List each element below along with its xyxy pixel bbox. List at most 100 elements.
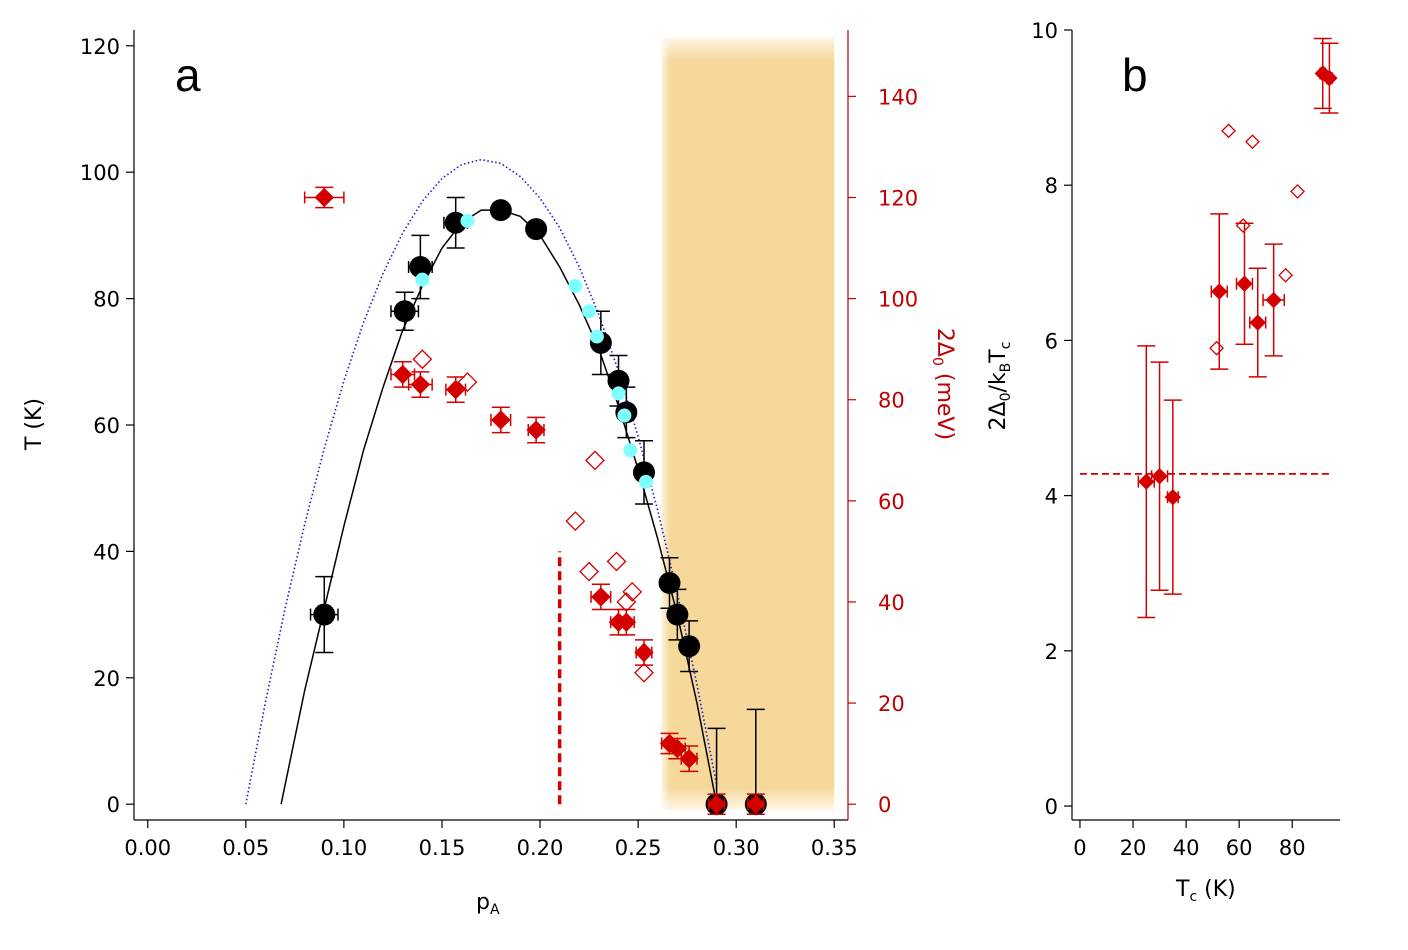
black-fit-curve [280, 209, 718, 805]
filled-diamond-point [746, 794, 766, 814]
y-tick-label: 120 [80, 35, 120, 59]
filled-diamond-point-b [1236, 275, 1253, 292]
x-tick-label-b: 40 [1173, 836, 1200, 860]
y2-tick-label: 40 [878, 591, 905, 615]
panel-a: 0.00 0.05 0.10 0.15 0.20 0.25 0.30 0.35 0 20 40 60… [22, 30, 957, 918]
filled-diamond-point [491, 410, 511, 430]
y-ticks-left: 0 20 40 60 80 100 120 [80, 35, 134, 817]
y2-tick-label: 100 [878, 288, 918, 312]
y-axis-label-right: 2Δ0 (meV) [929, 328, 957, 440]
open-diamond-point [565, 511, 586, 531]
filled-diamond-point-b [1164, 488, 1182, 506]
black-circle-point [409, 256, 432, 278]
cyan-circle-point [568, 278, 583, 293]
y-tick-label-b: 10 [1031, 19, 1058, 43]
open-diamond-point [622, 581, 643, 602]
y-tick-label: 20 [93, 667, 120, 691]
axes-b: 0 20 40 60 80 0 2 4 6 8 10 [1031, 19, 1340, 860]
filled-diamond-point-b [1265, 291, 1282, 309]
filled-diamond-point-b [1321, 69, 1338, 87]
open-diamond-point-b [1278, 267, 1294, 283]
x-tick-label: 0.30 [713, 836, 760, 860]
open-diamond-point [412, 349, 433, 370]
open-diamond-point [579, 561, 599, 582]
y-axis-label-b: 2Δ0/kBTc [986, 342, 1014, 431]
panel-b: 0 20 40 60 80 0 2 4 6 8 10 b Tc (K) 2Δ0/kBTc [986, 19, 1340, 905]
data-series [303, 186, 767, 816]
black-circle-point [393, 300, 416, 323]
y2-tick-label: 140 [878, 85, 918, 109]
y2-tick-label: 20 [878, 692, 905, 716]
y-tick-label-b: 8 [1045, 174, 1058, 198]
open-diamond-point-b [1209, 340, 1225, 356]
filled-diamond-point-b [1211, 283, 1228, 300]
cyan-circle-point [623, 443, 638, 458]
black-circle-point [666, 603, 689, 626]
black-circle-point [489, 199, 512, 222]
black-circle-point [525, 218, 548, 241]
open-diamond-point [606, 551, 627, 572]
cyan-circle-point [617, 408, 632, 423]
x-tick-label: 0.20 [517, 836, 564, 860]
cyan-circle-point [589, 329, 604, 344]
x-axis-label-b: Tc (K) [1175, 877, 1236, 905]
open-diamond-point [634, 662, 654, 683]
x-tick-label-b: 20 [1120, 836, 1147, 860]
filled-diamond-point [591, 587, 611, 607]
y-axis-label-left: T (K) [22, 398, 47, 451]
black-circle-point [658, 572, 681, 594]
cyan-circle-point [638, 474, 653, 489]
filled-diamond-point [445, 379, 466, 400]
black-circle-point [607, 369, 630, 392]
y-tick-label-b: 2 [1045, 640, 1058, 664]
filled-diamond-point [616, 612, 637, 632]
x-tick-label: 0.00 [124, 836, 171, 860]
open-diamond-point [585, 450, 605, 471]
x-tick-label: 0.25 [615, 836, 662, 860]
open-diamond-point-b [1290, 183, 1305, 199]
y2-tick-label: 80 [878, 389, 905, 413]
y-tick-label: 40 [93, 540, 120, 564]
y-tick-label-b: 6 [1045, 329, 1058, 353]
black-circle-point [313, 603, 336, 626]
x-ticks: 0.00 0.05 0.10 0.15 0.20 0.25 0.30 0.35 [124, 820, 858, 860]
filled-diamond-point [706, 794, 727, 814]
x-ticks-b: 0 20 40 60 80 [1073, 820, 1306, 860]
x-tick-label-b: 0 [1073, 836, 1086, 860]
filled-diamond-point [526, 420, 546, 440]
axes-a: 0.00 0.05 0.10 0.15 0.20 0.25 0.30 0.35 0 20 40 60… [80, 30, 918, 860]
y-tick-label: 100 [80, 161, 120, 185]
y-tick-label: 80 [93, 288, 120, 312]
y2-tick-label: 60 [878, 490, 905, 514]
open-diamond-point-b [1235, 218, 1251, 233]
filled-diamond-point [634, 642, 654, 663]
filled-diamond-point [393, 364, 413, 385]
y-ticks-b: 0 2 4 6 8 10 [1031, 19, 1072, 819]
x-tick-label-b: 60 [1226, 836, 1253, 860]
panel-label-b: b [1122, 49, 1148, 101]
blue-dotted-curve [245, 158, 718, 805]
y-tick-label-b: 4 [1045, 485, 1058, 509]
filled-diamond-point [679, 748, 699, 769]
black-circle-point [678, 635, 701, 658]
x-tick-label: 0.15 [419, 836, 466, 860]
open-diamond-point-b [1245, 134, 1260, 150]
filled-diamond-point-b [1249, 314, 1266, 331]
filled-diamond-point [410, 374, 431, 395]
cyan-circle-point [582, 304, 597, 319]
open-diamond-point [457, 372, 478, 392]
y2-tick-label: 120 [878, 186, 918, 210]
y-tick-label-b: 0 [1045, 795, 1058, 819]
panel-label-a: a [175, 49, 201, 101]
y-tick-label: 0 [107, 793, 120, 817]
x-tick-label-b: 80 [1279, 836, 1306, 860]
y2-tick-label: 0 [878, 793, 891, 817]
overdoped-shaded-region-fade [661, 38, 835, 810]
cyan-circle-point [415, 272, 430, 287]
open-diamond-point-b [1221, 123, 1236, 139]
cyan-circle-point [611, 386, 626, 401]
y-tick-label: 60 [93, 414, 120, 438]
x-tick-label: 0.10 [321, 836, 368, 860]
cyan-circle-point [460, 213, 475, 228]
